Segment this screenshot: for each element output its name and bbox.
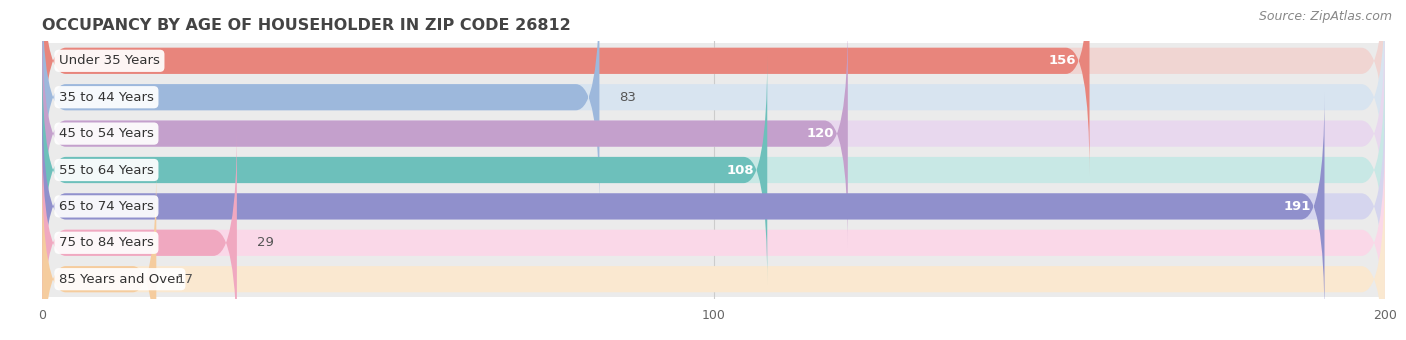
FancyBboxPatch shape bbox=[42, 0, 1385, 211]
FancyBboxPatch shape bbox=[28, 188, 1399, 225]
FancyBboxPatch shape bbox=[42, 129, 1385, 340]
FancyBboxPatch shape bbox=[42, 0, 1385, 175]
Text: 17: 17 bbox=[177, 273, 194, 286]
Text: 191: 191 bbox=[1284, 200, 1310, 213]
Text: 75 to 84 Years: 75 to 84 Years bbox=[59, 236, 153, 249]
Text: OCCUPANCY BY AGE OF HOUSEHOLDER IN ZIP CODE 26812: OCCUPANCY BY AGE OF HOUSEHOLDER IN ZIP C… bbox=[42, 18, 571, 33]
Text: 55 to 64 Years: 55 to 64 Years bbox=[59, 164, 153, 176]
Text: 85 Years and Over: 85 Years and Over bbox=[59, 273, 181, 286]
FancyBboxPatch shape bbox=[42, 129, 236, 340]
FancyBboxPatch shape bbox=[42, 19, 848, 248]
Text: 83: 83 bbox=[620, 91, 637, 104]
FancyBboxPatch shape bbox=[42, 0, 1090, 175]
FancyBboxPatch shape bbox=[28, 152, 1399, 188]
FancyBboxPatch shape bbox=[28, 79, 1399, 115]
FancyBboxPatch shape bbox=[42, 92, 1385, 321]
Text: Source: ZipAtlas.com: Source: ZipAtlas.com bbox=[1258, 10, 1392, 23]
FancyBboxPatch shape bbox=[28, 225, 1399, 261]
Text: 65 to 74 Years: 65 to 74 Years bbox=[59, 200, 153, 213]
FancyBboxPatch shape bbox=[42, 0, 599, 211]
FancyBboxPatch shape bbox=[28, 42, 1399, 79]
Text: Under 35 Years: Under 35 Years bbox=[59, 54, 160, 67]
FancyBboxPatch shape bbox=[42, 56, 768, 284]
Text: 108: 108 bbox=[727, 164, 754, 176]
FancyBboxPatch shape bbox=[42, 165, 156, 340]
FancyBboxPatch shape bbox=[42, 165, 1385, 340]
Text: 156: 156 bbox=[1049, 54, 1076, 67]
FancyBboxPatch shape bbox=[42, 19, 1385, 248]
FancyBboxPatch shape bbox=[42, 92, 1324, 321]
FancyBboxPatch shape bbox=[28, 115, 1399, 152]
Text: 120: 120 bbox=[807, 127, 834, 140]
Text: 45 to 54 Years: 45 to 54 Years bbox=[59, 127, 153, 140]
FancyBboxPatch shape bbox=[28, 261, 1399, 298]
Text: 29: 29 bbox=[257, 236, 274, 249]
FancyBboxPatch shape bbox=[42, 56, 1385, 284]
Text: 35 to 44 Years: 35 to 44 Years bbox=[59, 91, 153, 104]
